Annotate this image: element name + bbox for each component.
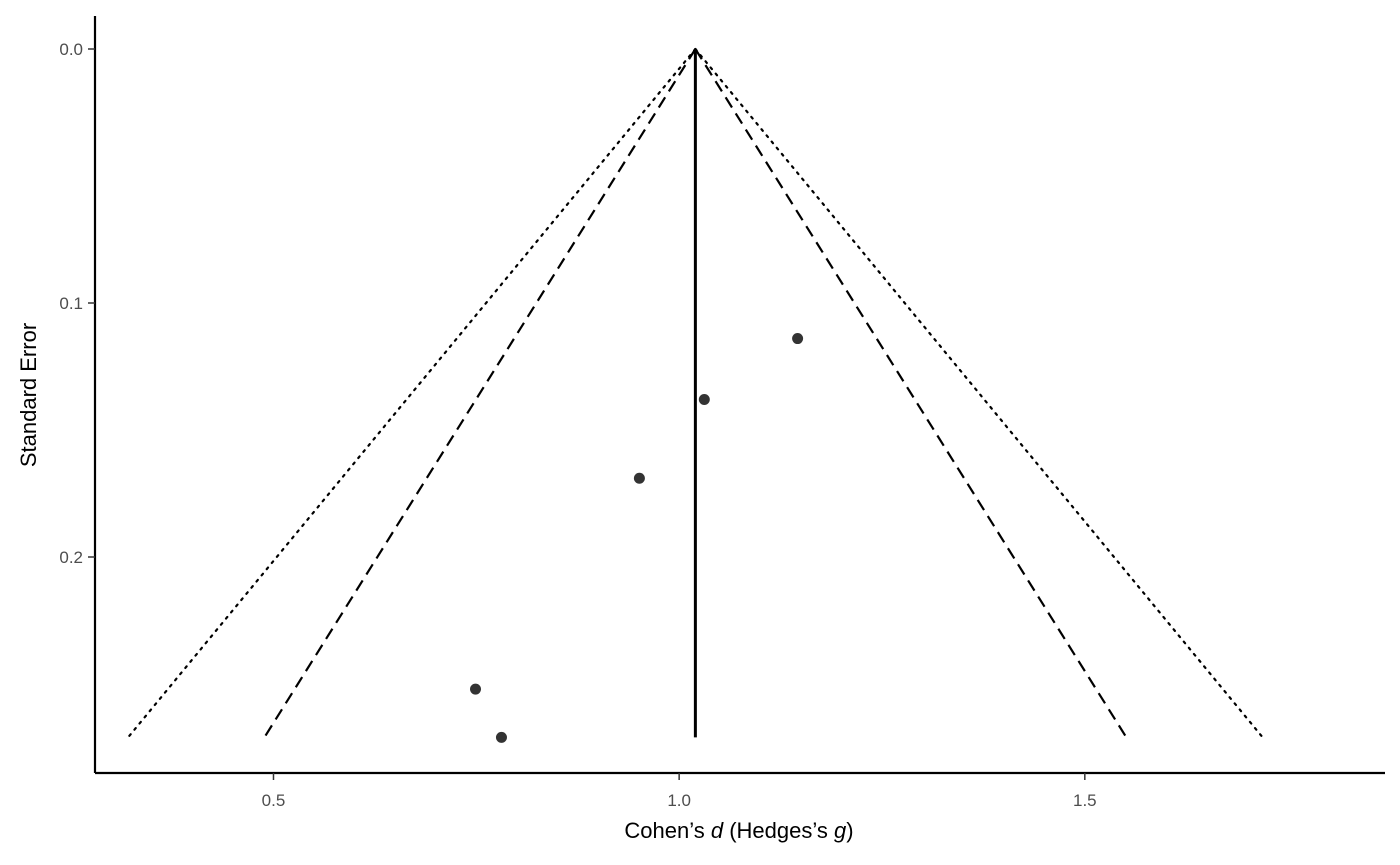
y-tick-label: 0.1: [59, 294, 83, 313]
data-point-1: [792, 333, 804, 345]
funnel-dashed-right: [694, 48, 1128, 738]
x-axis-title: Cohen’s d (Hedges’s g): [624, 818, 853, 843]
y-axis-title: Standard Error: [16, 323, 41, 467]
x-tick-label: 1.5: [1073, 791, 1097, 810]
x-axis-title-part: d: [711, 818, 724, 843]
funnel-dashed-left: [263, 48, 697, 738]
y-tick-label: 0.0: [59, 40, 83, 59]
data-point-3: [633, 472, 645, 484]
funnel-dotted-right: [694, 47, 1264, 739]
data-point-5: [495, 731, 507, 743]
y-axis-ticks: 0.0 0.1 0.2: [59, 40, 95, 567]
x-axis-title-part: ): [846, 818, 853, 843]
x-axis-title-part: (Hedges’s: [723, 818, 834, 843]
x-tick-label: 1.0: [667, 791, 691, 810]
y-tick-label: 0.2: [59, 548, 83, 567]
x-tick-label: 0.5: [262, 791, 286, 810]
data-point-2: [698, 394, 710, 406]
data-point-4: [470, 683, 482, 695]
x-axis-ticks: 0.5 1.0 1.5: [262, 773, 1097, 810]
data-points: [470, 333, 804, 743]
funnel-dotted-left: [127, 47, 697, 739]
x-axis-title-part: g: [834, 818, 847, 843]
funnel-lines: [127, 47, 1264, 739]
x-axis-title-part: Cohen’s: [624, 818, 710, 843]
axes: [93, 16, 1385, 775]
